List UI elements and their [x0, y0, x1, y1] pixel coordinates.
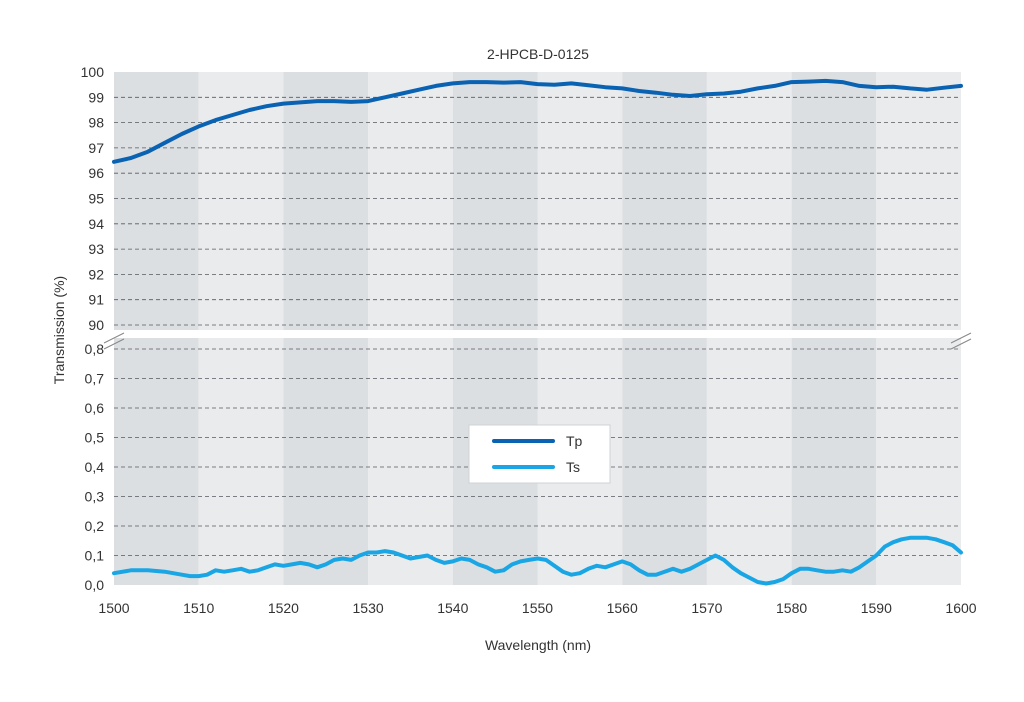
background-band — [368, 72, 453, 585]
axis-break-gap — [114, 330, 961, 338]
series-line-ts — [112, 535, 963, 586]
y-tick-label: 93 — [88, 241, 104, 257]
y-tick-label: 0,3 — [85, 489, 105, 505]
y-tick-label: 0,1 — [85, 548, 105, 564]
y-tick-label: 98 — [88, 115, 104, 131]
break-mark — [103, 332, 125, 344]
y-tick-label: 95 — [88, 191, 104, 207]
y-tick-label: 0,6 — [85, 400, 105, 416]
x-tick-label: 1550 — [522, 600, 553, 616]
y-tick-label: 99 — [88, 89, 104, 105]
y-tick-label: 0,5 — [85, 430, 105, 446]
series-lines — [112, 78, 963, 586]
x-tick-label: 1500 — [98, 600, 129, 616]
y-tick-label: 0,0 — [85, 577, 105, 593]
x-tick-label: 1540 — [437, 600, 468, 616]
x-tick-label: 1570 — [691, 600, 722, 616]
y-tick-label: 90 — [88, 317, 104, 333]
x-tick-label: 1520 — [268, 600, 299, 616]
x-tick-label: 1580 — [776, 600, 807, 616]
y-tick-label: 92 — [88, 266, 104, 282]
break-mark — [950, 332, 972, 344]
legend-box — [468, 424, 611, 484]
x-axis-label: Wavelength (nm) — [485, 637, 591, 653]
background-band — [198, 72, 284, 585]
x-tick-label: 1530 — [353, 600, 384, 616]
background-bands — [114, 72, 961, 585]
background-band — [876, 72, 961, 585]
legend-label-ts: Ts — [566, 459, 580, 475]
legend: Tp Ts — [468, 424, 611, 484]
x-tick-label: 1510 — [183, 600, 214, 616]
x-tick-label: 1590 — [861, 600, 892, 616]
chart-title: 2-HPCB-D-0125 — [487, 46, 589, 62]
series-line-tp — [112, 78, 963, 164]
x-tick-label: 1600 — [945, 600, 976, 616]
y-axis-label: Transmission (%) — [51, 276, 67, 384]
axis-break-marks — [103, 332, 972, 350]
y-tick-label: 0,4 — [85, 459, 105, 475]
background-band — [622, 72, 707, 585]
background-band — [283, 72, 369, 585]
x-tick-label: 1560 — [607, 600, 638, 616]
background-band — [452, 72, 538, 585]
break-mark — [950, 338, 972, 350]
y-tick-label: 97 — [88, 140, 104, 156]
background-band — [706, 72, 792, 585]
y-tick-label: 96 — [88, 165, 104, 181]
legend-label-tp: Tp — [566, 433, 583, 449]
y-tick-labels: 100 99 98 97 96 95 94 93 92 91 90 0,8 0,7 0,6 0,5 0,4 0,… — [81, 64, 105, 593]
x-tick-labels: 1500 1510 1520 1530 1540 1550 1560 1570 1580 1590… — [98, 600, 976, 616]
y-tick-label: 0,7 — [85, 371, 105, 387]
background-band — [791, 72, 877, 585]
y-tick-label: 94 — [88, 216, 104, 232]
y-tick-label: 91 — [88, 292, 104, 308]
y-tick-label: 0,2 — [85, 518, 105, 534]
y-tick-label: 100 — [81, 64, 105, 80]
background-band — [537, 72, 623, 585]
y-tick-label: 0,8 — [85, 341, 105, 357]
break-mark — [103, 338, 125, 350]
